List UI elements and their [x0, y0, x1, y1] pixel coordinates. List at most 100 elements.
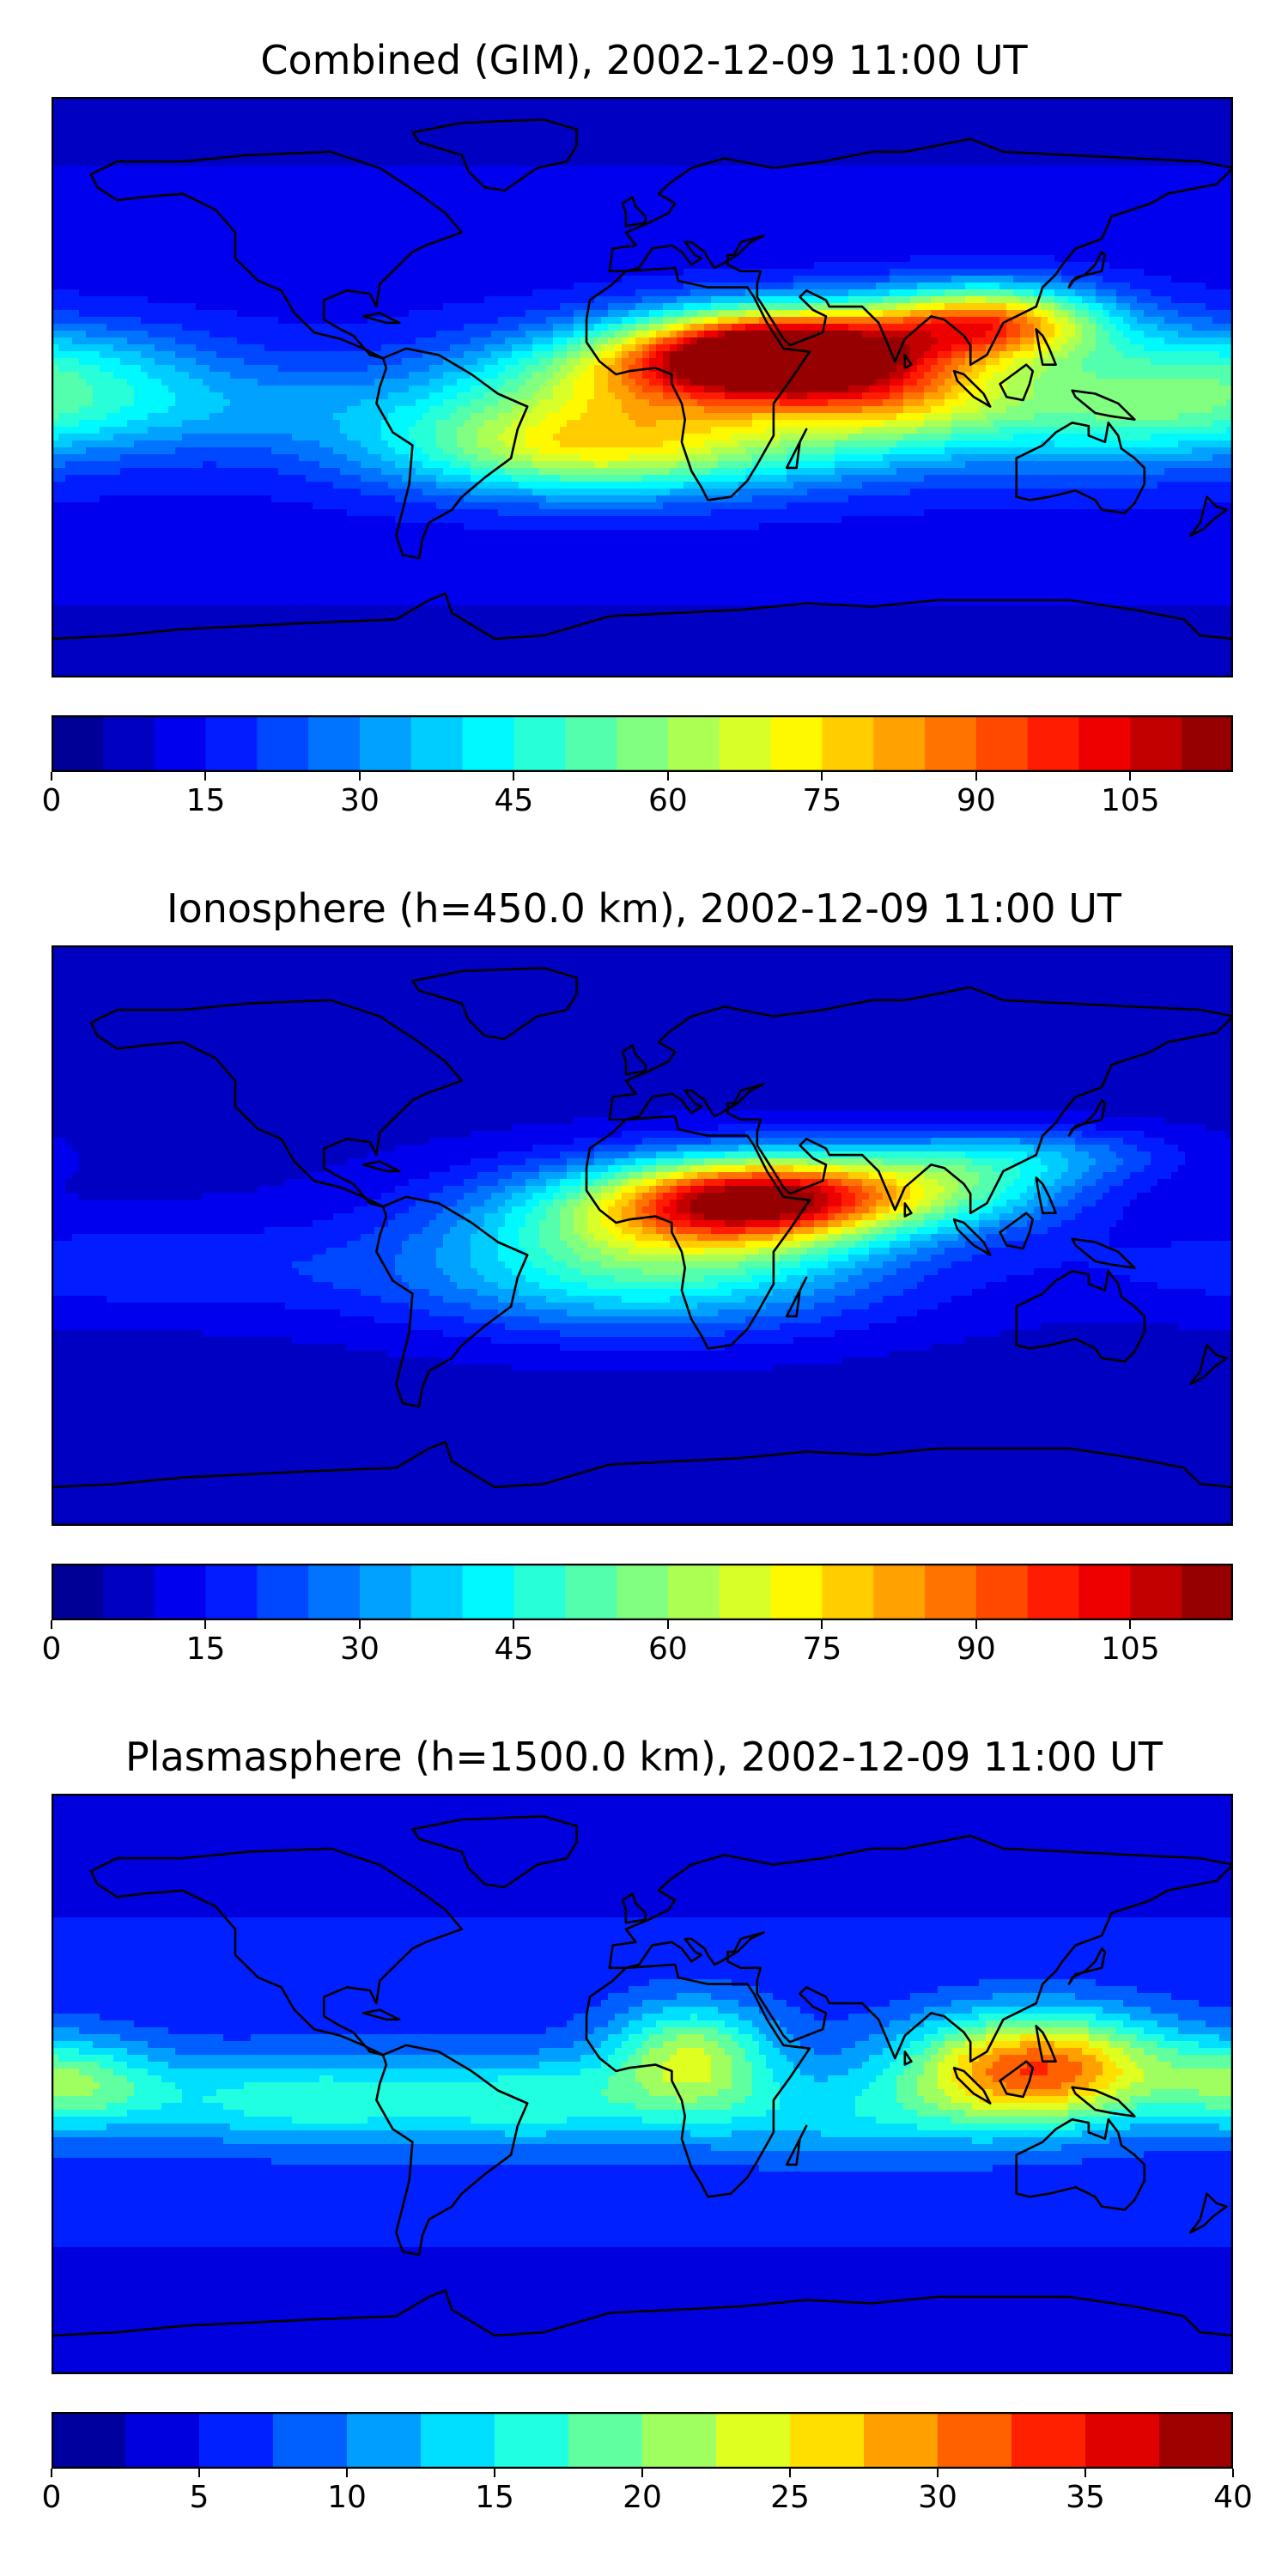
field-cell [608, 97, 616, 105]
field-cell [1068, 173, 1076, 180]
field-cell [244, 221, 252, 228]
field-cell [1123, 248, 1131, 256]
field-cell [1185, 262, 1193, 270]
field-cell [725, 145, 732, 153]
field-cell [93, 138, 100, 146]
field-cell [340, 207, 348, 215]
field-cell [106, 241, 114, 249]
field-cell [938, 234, 945, 242]
field-cell [553, 262, 561, 270]
field-cell [931, 221, 939, 228]
field-cell [1123, 125, 1131, 132]
field-cell [526, 138, 533, 146]
field-cell [938, 200, 945, 208]
field-cell [402, 248, 410, 256]
field-cell [182, 159, 190, 167]
field-cell [759, 186, 767, 194]
field-cell [1075, 200, 1083, 208]
field-cell [1103, 248, 1110, 256]
field-cell [113, 111, 121, 118]
field-cell [841, 200, 849, 208]
field-cell [374, 241, 382, 249]
field-cell [629, 283, 636, 290]
field-cell [560, 97, 568, 105]
field-cell [958, 221, 966, 228]
field-cell [299, 159, 307, 167]
field-cell [100, 234, 107, 242]
field-cell [1048, 118, 1055, 125]
field-cell [1109, 248, 1117, 256]
field-cell [862, 159, 870, 167]
field-cell [354, 125, 361, 132]
field-cell [429, 228, 437, 235]
field-cell [429, 145, 437, 153]
field-cell [787, 234, 794, 242]
field-cell [711, 241, 719, 249]
field-cell [1157, 145, 1165, 153]
field-cell [855, 283, 863, 290]
field-cell [347, 138, 355, 146]
field-cell [670, 255, 677, 263]
field-cell [745, 152, 753, 160]
field-cell [498, 125, 506, 132]
field-cell [457, 241, 465, 249]
field-cell [333, 111, 341, 118]
field-cell [361, 234, 368, 242]
field-cell [924, 207, 932, 215]
field-cell [113, 262, 121, 270]
field-cell [615, 186, 623, 194]
field-cell [450, 125, 458, 132]
field-cell [443, 179, 451, 187]
field-cell [649, 111, 657, 118]
field-cell [443, 193, 451, 201]
field-cell [223, 269, 231, 276]
field-cell [793, 125, 801, 132]
field-cell [622, 97, 629, 105]
field-cell [402, 241, 410, 249]
field-cell [381, 125, 389, 132]
field-cell [965, 283, 973, 290]
field-cell [477, 269, 485, 276]
field-cell [890, 173, 897, 180]
field-cell [574, 179, 581, 187]
field-cell [313, 97, 320, 105]
field-cell [759, 138, 767, 146]
field-cell [182, 97, 190, 105]
field-cell [196, 179, 204, 187]
field-cell [106, 118, 114, 125]
field-cell [567, 262, 574, 270]
field-cell [876, 200, 884, 208]
field-cell [526, 166, 533, 173]
field-cell [711, 228, 719, 235]
field-cell [1226, 283, 1233, 290]
field-cell [567, 186, 574, 194]
field-cell [965, 214, 973, 222]
field-cell [134, 234, 142, 242]
field-cell [457, 248, 465, 256]
field-cell [800, 248, 808, 256]
field-cell [1116, 200, 1124, 208]
field-cell [477, 111, 485, 118]
field-cell [134, 186, 142, 194]
field-cell [539, 200, 547, 208]
field-cell [264, 193, 272, 201]
field-cell [1157, 131, 1165, 139]
field-cell [271, 104, 279, 112]
field-cell [979, 104, 987, 112]
field-cell [1006, 255, 1014, 263]
field-cell [615, 179, 623, 187]
field-cell [1226, 152, 1233, 160]
field-cell [704, 145, 712, 153]
field-cell [230, 145, 238, 153]
field-cell [580, 173, 588, 180]
field-cell [1212, 131, 1220, 139]
field-cell [732, 104, 739, 112]
field-cell [409, 255, 416, 263]
field-cell [155, 221, 162, 228]
field-cell [299, 173, 307, 180]
field-cell [986, 166, 993, 173]
field-cell [951, 234, 959, 242]
field-cell [113, 118, 121, 125]
field-cell [52, 296, 59, 304]
field-cell [1006, 104, 1014, 112]
